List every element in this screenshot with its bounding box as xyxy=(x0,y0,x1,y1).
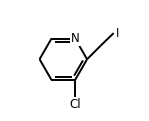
Text: Cl: Cl xyxy=(69,98,81,111)
Text: I: I xyxy=(116,27,119,40)
Text: N: N xyxy=(71,32,80,45)
